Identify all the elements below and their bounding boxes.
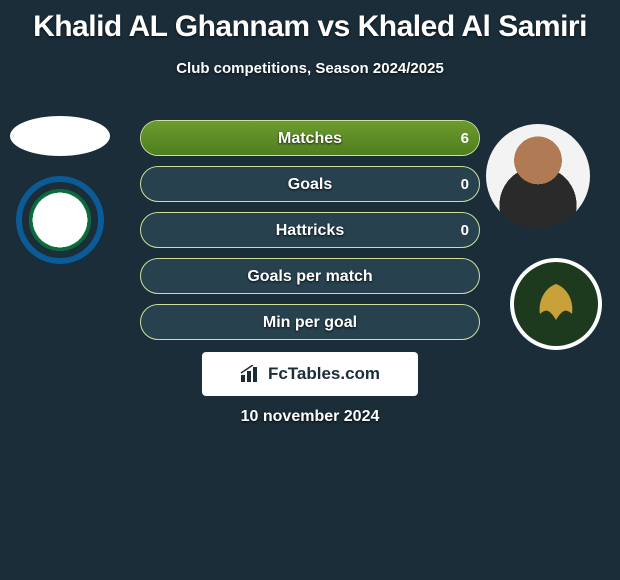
bar-chart-icon: [240, 365, 262, 383]
source-logo[interactable]: FcTables.com: [202, 352, 418, 396]
stat-label: Matches: [141, 121, 479, 155]
player-right-avatar: [486, 124, 590, 228]
stats-list: Matches6Goals0Hattricks0Goals per matchM…: [140, 120, 480, 350]
source-logo-text: FcTables.com: [268, 364, 380, 384]
stat-label: Goals per match: [141, 259, 479, 293]
stat-label: Goals: [141, 167, 479, 201]
stat-value-right: 0: [461, 213, 469, 247]
club-badge-left: [16, 176, 104, 264]
stat-value-right: 0: [461, 167, 469, 201]
stat-row: Min per goal: [140, 304, 480, 340]
stat-value-right: 6: [461, 121, 469, 155]
comparison-card: Khalid AL Ghannam vs Khaled Al Samiri Cl…: [0, 0, 620, 580]
stat-row: Matches6: [140, 120, 480, 156]
club-badge-right: [510, 258, 602, 350]
stat-label: Hattricks: [141, 213, 479, 247]
snapshot-date: 10 november 2024: [0, 408, 620, 426]
page-subtitle: Club competitions, Season 2024/2025: [0, 60, 620, 77]
page-title: Khalid AL Ghannam vs Khaled Al Samiri: [0, 0, 620, 44]
stat-label: Min per goal: [141, 305, 479, 339]
eagle-icon: [510, 258, 602, 350]
stat-row: Goals0: [140, 166, 480, 202]
player-left-avatar: [10, 116, 110, 156]
stat-row: Hattricks0: [140, 212, 480, 248]
stat-row: Goals per match: [140, 258, 480, 294]
